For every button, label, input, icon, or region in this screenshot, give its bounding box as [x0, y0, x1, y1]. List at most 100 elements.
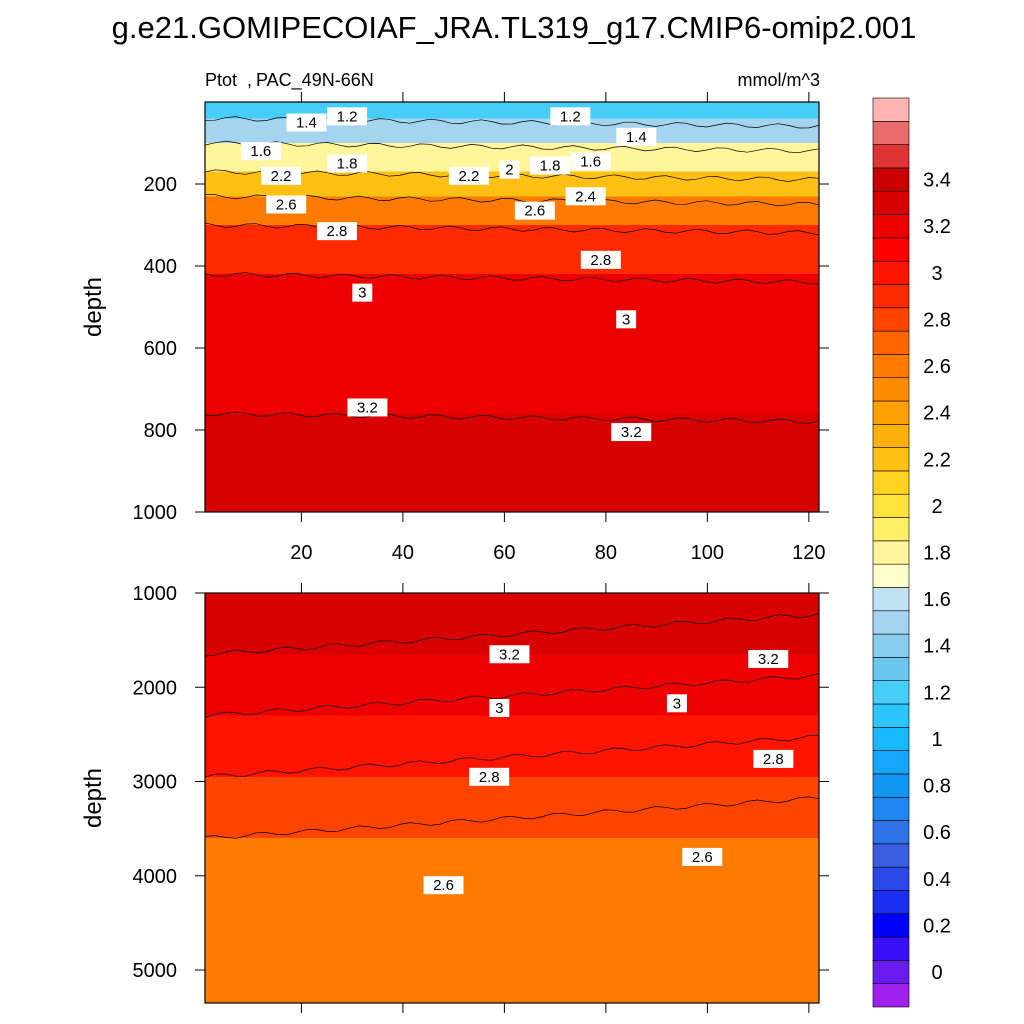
upper-contour-line	[205, 140, 819, 154]
lower-y-tick-label: 2000	[133, 677, 178, 699]
lower-panel: 3.2 3.2 3 3 2.8 2.8 2.6 2.6 1000 2000 3000 4000 500…	[80, 583, 829, 1013]
colorbar-swatch	[872, 214, 910, 239]
upper-contour-label-box	[565, 187, 606, 206]
colorbar-tick-label: 3.4	[923, 170, 951, 192]
upper-contour-label: 2.6	[276, 197, 297, 214]
lower-contour-label-box	[423, 876, 464, 895]
lower-contour-label: 3.2	[758, 651, 779, 668]
upper-contour-label: 1.6	[250, 143, 271, 160]
colorbar-tick-label: 2.2	[923, 449, 951, 471]
upper-contour-label-box	[616, 127, 657, 146]
colorbar-swatch	[872, 936, 910, 961]
upper-contour-label-box	[327, 154, 368, 173]
lower-contour-label: 3.2	[499, 646, 520, 663]
colorbar-swatch	[872, 167, 910, 192]
colorbar-tick-label: 0.8	[923, 776, 951, 798]
lower-y-ticks: 1000 2000 3000 4000 5000	[133, 583, 829, 982]
lower-contour-label-box	[682, 847, 723, 866]
upper-contour-label: 2	[505, 162, 513, 179]
colorbar-tick-label: 2.6	[923, 356, 951, 378]
lower-contour-label-box	[469, 767, 510, 786]
lower-contour-label: 2.6	[692, 849, 713, 866]
colorbar-tick-label: 2.8	[923, 309, 951, 331]
lower-y-tick-label: 4000	[133, 866, 178, 888]
upper-contour-label: 3.2	[357, 399, 378, 416]
colorbar-tick-label: 2.4	[923, 403, 951, 425]
colorbar-tick-label: 0.6	[923, 822, 951, 844]
lower-contour-label-box	[489, 645, 530, 664]
upper-x-tick-label: 40	[392, 542, 414, 564]
units-label: mmol/m^3	[738, 70, 820, 90]
lower-contour-line	[205, 612, 819, 657]
colorbar-swatch	[872, 284, 910, 309]
upper-contour-label: 1.2	[560, 108, 581, 125]
colorbar-tick-label: 0.4	[923, 869, 951, 891]
upper-contour-label: 2.4	[575, 188, 596, 205]
colorbar-swatch	[872, 144, 910, 169]
upper-contour-label-box	[616, 310, 637, 329]
colorbar-swatch	[872, 354, 910, 378]
upper-contour-label-box	[327, 107, 368, 126]
colorbar-tick-label: 0	[931, 962, 942, 984]
upper-contour-label-box	[570, 152, 611, 171]
upper-contour-label-box	[499, 160, 520, 179]
upper-x-ticks: 20 40 60 80 100 120	[290, 92, 826, 564]
figure-title: g.e21.GOMIPECOIAF_JRA.TL319_g17.CMIP6-om…	[112, 10, 917, 45]
colorbar-swatch	[872, 913, 910, 938]
upper-contour-label: 2.2	[271, 168, 292, 185]
upper-contour-label: 2.6	[524, 203, 545, 220]
variable-label: Ptot	[205, 70, 237, 90]
colorbar-swatch	[872, 750, 910, 775]
colorbar-swatch	[872, 330, 910, 355]
colorbar-swatch	[872, 960, 910, 984]
upper-contour-label-box	[352, 283, 373, 302]
colorbar-swatch	[872, 447, 910, 472]
lower-x-ticks	[300, 583, 810, 1013]
upper-contour-label: 2.2	[458, 168, 479, 185]
upper-x-tick-label: 120	[792, 542, 825, 564]
lower-contour-label: 2.8	[763, 751, 784, 768]
upper-contour-label: 2.8	[327, 223, 348, 240]
colorbar-swatch	[872, 121, 910, 145]
upper-contour-label: 1.8	[540, 158, 561, 175]
upper-contour-label: 3	[358, 285, 366, 302]
upper-y-tick-label: 600	[144, 338, 177, 360]
lower-contour-label: 3	[673, 695, 681, 712]
lower-contour-line	[205, 672, 819, 718]
upper-contour-label: 2.8	[590, 252, 611, 269]
colorbar-swatch	[872, 633, 910, 658]
colorbar-swatch	[872, 703, 910, 728]
lower-contour-label: 3	[495, 700, 503, 717]
upper-contour-label: 1.6	[580, 153, 601, 170]
upper-contour-labels: 1.2 1.4 1.6 1.8 2.2 2.6 2.8 3 3.2 1.2 1.4 2.2 2 1.8 1.…	[240, 107, 657, 442]
colorbar-swatch	[872, 190, 910, 215]
colorbar-swatch	[872, 820, 910, 845]
upper-panel: 1.2 1.4 1.6 1.8 2.2 2.6 2.8 3 3.2 1.2 1.4 2.2 2 1.8 1.…	[80, 92, 829, 564]
lower-y-tick-label: 3000	[133, 772, 178, 794]
upper-contour-label-box	[316, 222, 357, 241]
upper-y-axis-label: depth	[80, 277, 107, 337]
colorbar-tick-label: 1.6	[923, 589, 951, 611]
lower-contour-line	[205, 735, 819, 778]
upper-x-tick-label: 80	[595, 542, 617, 564]
colorbar-swatch	[872, 796, 910, 821]
upper-contour-label-box	[286, 113, 327, 132]
lower-y-axis-label: depth	[80, 768, 107, 828]
upper-contour-label-box	[448, 166, 489, 185]
lower-contour-label-box	[748, 649, 789, 668]
lower-contours	[205, 612, 819, 839]
upper-contour-line	[205, 222, 819, 236]
upper-contour-label-box	[514, 201, 555, 220]
upper-y-tick-label: 800	[144, 420, 177, 442]
upper-contour-label: 1.4	[626, 129, 647, 146]
colorbar-swatch	[872, 307, 910, 332]
colorbar-swatch	[872, 610, 910, 635]
colorbar-swatch	[872, 983, 910, 1008]
lower-frame	[204, 592, 820, 1004]
lower-contour-line	[205, 796, 819, 839]
lower-y-tick-label: 1000	[133, 583, 178, 605]
upper-y-tick-label: 400	[144, 256, 177, 278]
colorbar-tick-label: 1	[931, 729, 942, 751]
region-label: PAC_49N-66N	[256, 70, 374, 91]
lower-contour-label-box	[753, 749, 794, 768]
